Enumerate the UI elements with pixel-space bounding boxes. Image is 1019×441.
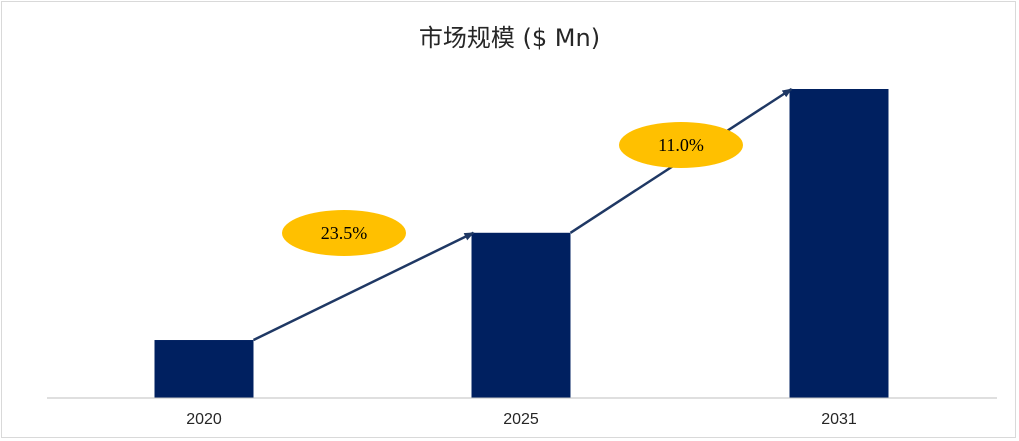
cagr-badge-1 — [282, 210, 406, 256]
bar-2031 — [789, 89, 889, 398]
chart-title: 市场规模 ($ Mn) — [418, 24, 601, 52]
cagr-label-2: 11.0% — [658, 135, 704, 155]
cagr-label-1: 23.5% — [321, 223, 368, 243]
bar-2025 — [471, 232, 571, 398]
x-tick-label-2020: 2020 — [186, 411, 222, 428]
bar-2020 — [154, 340, 254, 398]
cagr-badge-2 — [619, 122, 743, 168]
growth-arrow-1 — [252, 231, 475, 342]
x-tick-label-2025: 2025 — [503, 411, 539, 428]
x-tick-label-2031: 2031 — [821, 411, 857, 428]
